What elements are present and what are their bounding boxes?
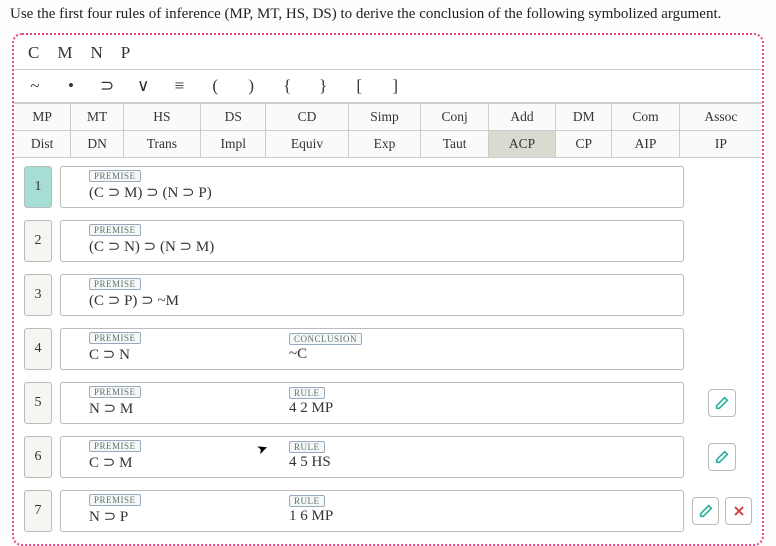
- justification: ~C: [289, 346, 362, 363]
- instruction-text: Use the first four rules of inference (M…: [0, 0, 776, 33]
- tag-rule: RULE: [289, 387, 325, 399]
- delete-icon[interactable]: [725, 497, 752, 525]
- rule-com[interactable]: Com: [612, 104, 679, 131]
- edit-icon[interactable]: [692, 497, 719, 525]
- variable-c[interactable]: C: [28, 43, 39, 63]
- formula: (C ⊃ M) ⊃ (N ⊃ P): [89, 183, 229, 202]
- line-body[interactable]: PREMISEN ⊃ M RULE4 2 MP: [60, 382, 684, 424]
- edit-icon[interactable]: [708, 443, 736, 471]
- rule-dn[interactable]: DN: [71, 131, 123, 158]
- rule-add[interactable]: Add: [488, 104, 555, 131]
- formula: N ⊃ P: [89, 507, 229, 526]
- proof-row: 2PREMISE(C ⊃ N) ⊃ (N ⊃ M): [24, 220, 752, 262]
- formula: (C ⊃ N) ⊃ (N ⊃ M): [89, 237, 229, 256]
- proof-row: 4 PREMISEC ⊃ N CONCLUSION~C: [24, 328, 752, 370]
- symbol-7[interactable]: {: [280, 76, 294, 96]
- symbol-1[interactable]: •: [64, 76, 78, 96]
- line-body[interactable]: PREMISEN ⊃ P RULE1 6 MP: [60, 490, 684, 532]
- symbol-5[interactable]: (: [208, 76, 222, 96]
- rule-cd[interactable]: CD: [266, 104, 348, 131]
- tag-premise: PREMISE: [89, 440, 141, 452]
- symbol-0[interactable]: ~: [28, 76, 42, 96]
- row-actions: [692, 328, 752, 370]
- proof-panel: CMNP ~•⊃∨≡(){}[] MPMTHSDSCDSimpConjAddDM…: [12, 33, 764, 546]
- cursor-icon: ➤: [255, 440, 271, 459]
- row-actions: [692, 436, 752, 478]
- line-body[interactable]: PREMISE(C ⊃ N) ⊃ (N ⊃ M): [60, 220, 684, 262]
- symbol-4[interactable]: ≡: [172, 76, 186, 96]
- rule-equiv[interactable]: Equiv: [266, 131, 348, 158]
- symbol-2[interactable]: ⊃: [100, 76, 114, 96]
- line-number[interactable]: 1: [24, 166, 52, 208]
- symbol-9[interactable]: [: [352, 76, 366, 96]
- proof-row: 6 PREMISEC ⊃ M RULE4 5 HS ➤: [24, 436, 752, 478]
- rule-acp[interactable]: ACP: [488, 131, 555, 158]
- rule-cp[interactable]: CP: [556, 131, 612, 158]
- rule-conj[interactable]: Conj: [421, 104, 488, 131]
- variable-n[interactable]: N: [90, 43, 102, 63]
- formula: (C ⊃ P) ⊃ ~M: [89, 291, 229, 310]
- line-body[interactable]: PREMISE(C ⊃ P) ⊃ ~M: [60, 274, 684, 316]
- row-actions: [692, 220, 752, 262]
- tag-premise: PREMISE: [89, 278, 141, 290]
- variable-row: CMNP: [14, 35, 762, 70]
- tag-premise: PREMISE: [89, 332, 141, 344]
- rule-exp[interactable]: Exp: [348, 131, 421, 158]
- formula: C ⊃ M: [89, 453, 229, 472]
- tag-conclusion: CONCLUSION: [289, 333, 362, 345]
- symbol-row: ~ • ⊃ ∨ ≡ () {} []: [14, 70, 762, 103]
- rule-trans[interactable]: Trans: [123, 131, 200, 158]
- variable-p[interactable]: P: [121, 43, 130, 63]
- rule-simp[interactable]: Simp: [348, 104, 421, 131]
- tag-premise: PREMISE: [89, 386, 141, 398]
- justification: 1 6 MP: [289, 508, 333, 525]
- rule-ds[interactable]: DS: [201, 104, 266, 131]
- proof-row: 3PREMISE(C ⊃ P) ⊃ ~M: [24, 274, 752, 316]
- formula: C ⊃ N: [89, 345, 229, 364]
- line-number[interactable]: 5: [24, 382, 52, 424]
- line-number[interactable]: 3: [24, 274, 52, 316]
- symbol-8[interactable]: }: [316, 76, 330, 96]
- rules-table: MPMTHSDSCDSimpConjAddDMComAssoc DistDNTr…: [14, 103, 762, 158]
- line-body[interactable]: PREMISEC ⊃ N CONCLUSION~C: [60, 328, 684, 370]
- line-number[interactable]: 6: [24, 436, 52, 478]
- variable-m[interactable]: M: [57, 43, 72, 63]
- row-actions: [692, 382, 752, 424]
- tag-rule: RULE: [289, 495, 325, 507]
- tag-premise: PREMISE: [89, 494, 141, 506]
- rule-dm[interactable]: DM: [556, 104, 612, 131]
- rule-dist[interactable]: Dist: [14, 131, 71, 158]
- line-body[interactable]: PREMISEC ⊃ M RULE4 5 HS ➤: [60, 436, 684, 478]
- tag-rule: RULE: [289, 441, 325, 453]
- tag-premise: PREMISE: [89, 170, 141, 182]
- line-number[interactable]: 7: [24, 490, 52, 532]
- rule-mt[interactable]: MT: [71, 104, 123, 131]
- justification: 4 2 MP: [289, 400, 333, 417]
- symbol-10[interactable]: ]: [388, 76, 402, 96]
- line-number[interactable]: 4: [24, 328, 52, 370]
- line-number[interactable]: 2: [24, 220, 52, 262]
- rule-hs[interactable]: HS: [123, 104, 200, 131]
- row-actions: [692, 166, 752, 208]
- symbol-3[interactable]: ∨: [136, 76, 150, 96]
- rule-taut[interactable]: Taut: [421, 131, 488, 158]
- tag-premise: PREMISE: [89, 224, 141, 236]
- row-actions: [692, 490, 752, 532]
- rule-aip[interactable]: AIP: [612, 131, 679, 158]
- symbol-6[interactable]: ): [244, 76, 258, 96]
- proof-row: 1PREMISE(C ⊃ M) ⊃ (N ⊃ P): [24, 166, 752, 208]
- line-body[interactable]: PREMISE(C ⊃ M) ⊃ (N ⊃ P): [60, 166, 684, 208]
- proof-area: 1PREMISE(C ⊃ M) ⊃ (N ⊃ P)2PREMISE(C ⊃ N)…: [14, 158, 762, 532]
- edit-icon[interactable]: [708, 389, 736, 417]
- proof-row: 7 PREMISEN ⊃ P RULE1 6 MP: [24, 490, 752, 532]
- rule-ip[interactable]: IP: [679, 131, 762, 158]
- rule-impl[interactable]: Impl: [201, 131, 266, 158]
- formula: N ⊃ M: [89, 399, 229, 418]
- row-actions: [692, 274, 752, 316]
- justification: 4 5 HS: [289, 454, 331, 471]
- rule-mp[interactable]: MP: [14, 104, 71, 131]
- rule-assoc[interactable]: Assoc: [679, 104, 762, 131]
- proof-row: 5 PREMISEN ⊃ M RULE4 2 MP: [24, 382, 752, 424]
